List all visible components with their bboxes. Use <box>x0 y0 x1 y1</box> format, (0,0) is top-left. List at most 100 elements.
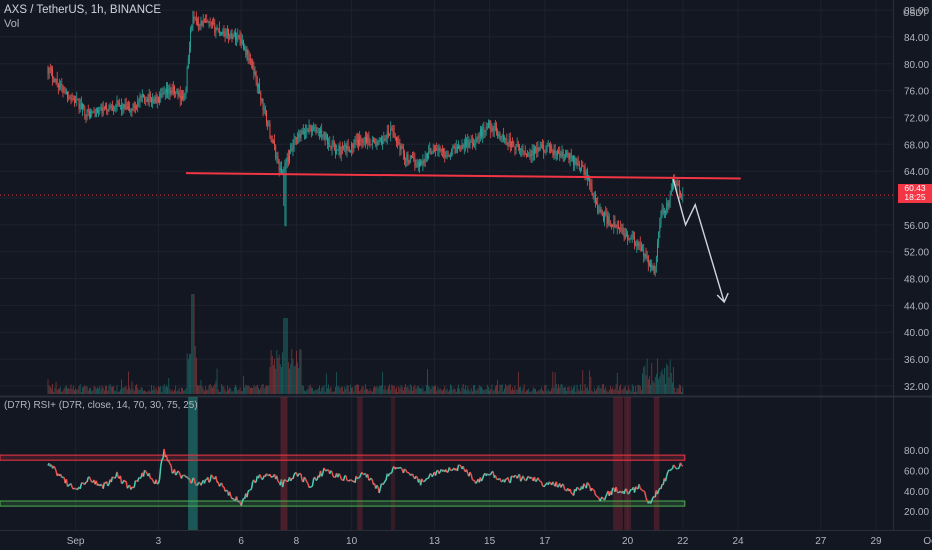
volume-bar <box>406 387 408 394</box>
volume-bar <box>245 384 247 394</box>
rsi-line-segment <box>209 474 213 481</box>
rsi-legend[interactable]: (D7R) RSI+ (D7R, close, 14, 70, 30, 75, … <box>4 400 198 411</box>
rsi-line-segment <box>165 455 169 462</box>
rsi-line-segment <box>170 465 173 474</box>
volume-bar <box>366 388 367 394</box>
volume-bar <box>661 369 663 394</box>
volume-bar <box>54 387 56 394</box>
volume-bar <box>446 388 448 394</box>
rsi-line-segment <box>150 477 154 481</box>
volume-bar <box>269 367 271 394</box>
candle-body <box>56 78 58 84</box>
rsi-line-segment <box>331 472 334 477</box>
candle-body <box>669 194 671 202</box>
rsi-line-segment <box>496 478 499 481</box>
rsi-line-segment <box>361 472 364 475</box>
candle-body <box>522 150 524 152</box>
candle-body <box>643 250 645 257</box>
candle-body <box>259 84 261 92</box>
volume-bar <box>133 390 135 394</box>
volume-bar <box>545 384 547 394</box>
candle-body <box>229 36 231 38</box>
volume-bar <box>666 363 668 394</box>
price-currency-label: USDT <box>903 8 928 18</box>
volume-bar <box>98 388 100 394</box>
candle-body <box>438 147 440 150</box>
candle-body <box>262 98 264 110</box>
volume-bar <box>386 388 388 394</box>
volume-bar <box>484 389 486 394</box>
volume-bar <box>419 387 420 394</box>
volume-bar <box>476 390 478 394</box>
candle-body <box>136 106 137 108</box>
volume-bar <box>266 385 267 394</box>
price-axis-label: 40.00 <box>904 328 929 339</box>
volume-bar <box>197 385 198 394</box>
rsi-line-segment <box>339 475 342 480</box>
rsi-line-segment <box>270 476 273 478</box>
volume-bar <box>596 389 597 394</box>
candle-body <box>443 149 445 153</box>
candle-body <box>674 179 676 183</box>
volume-bar <box>621 390 623 394</box>
volume-bar <box>338 386 340 394</box>
rsi-line-segment <box>228 491 232 497</box>
volume-bar <box>508 384 510 394</box>
candle-body <box>231 32 233 39</box>
volume-bar <box>275 368 277 394</box>
rsi-line-segment <box>619 490 622 493</box>
candle-body <box>168 88 170 94</box>
candle-body <box>106 105 108 110</box>
volume-bar <box>103 390 105 394</box>
volume-bar <box>640 389 642 394</box>
rsi-line-segment <box>144 469 147 472</box>
candle-body <box>271 139 273 144</box>
volume-bar <box>307 389 309 394</box>
candle-body <box>164 91 166 94</box>
candle-body <box>470 141 472 143</box>
candle-body <box>569 153 571 160</box>
volume-legend[interactable]: Vol <box>4 18 20 30</box>
candle-body <box>213 22 215 24</box>
candle-body <box>490 121 492 131</box>
rsi-line-segment <box>669 468 672 472</box>
rsi-line-segment <box>652 495 655 499</box>
volume-bar <box>489 390 491 394</box>
candle-body <box>343 147 344 148</box>
symbol-legend[interactable]: AXS / TetherUS, 1h, BINANCE <box>4 4 162 16</box>
candle-body <box>573 155 574 165</box>
price-axis-label: 52.00 <box>904 248 929 259</box>
volume-bar <box>198 385 200 394</box>
volume-bar <box>522 388 524 394</box>
rsi-line-segment <box>119 475 123 484</box>
rsi-line-segment <box>563 488 567 491</box>
candle-body <box>442 148 443 150</box>
candle-body <box>363 141 365 143</box>
rsi-line-segment <box>555 481 559 488</box>
candle-body <box>425 154 427 155</box>
candle-body <box>153 98 155 103</box>
volume-bar <box>568 386 570 394</box>
candle-body <box>298 134 300 138</box>
volume-bar <box>64 386 66 394</box>
rsi-line-segment <box>351 479 354 483</box>
volume-bar <box>253 385 255 394</box>
rsi-line-segment <box>303 476 307 480</box>
volume-bar <box>138 389 140 394</box>
volume-bar <box>583 390 585 394</box>
candle-body <box>292 146 294 150</box>
candle-body <box>398 142 400 145</box>
candle-body <box>599 209 601 212</box>
volume-bar <box>502 391 504 394</box>
volume-bar <box>612 387 614 394</box>
volume-bar <box>301 385 303 394</box>
candle-body <box>111 107 113 110</box>
candle-body <box>481 129 482 137</box>
candle-body <box>193 16 195 18</box>
rsi-line-segment <box>139 476 142 479</box>
volume-bar <box>180 387 182 394</box>
rsi-line-segment <box>310 485 314 488</box>
volume-bar <box>251 387 252 394</box>
